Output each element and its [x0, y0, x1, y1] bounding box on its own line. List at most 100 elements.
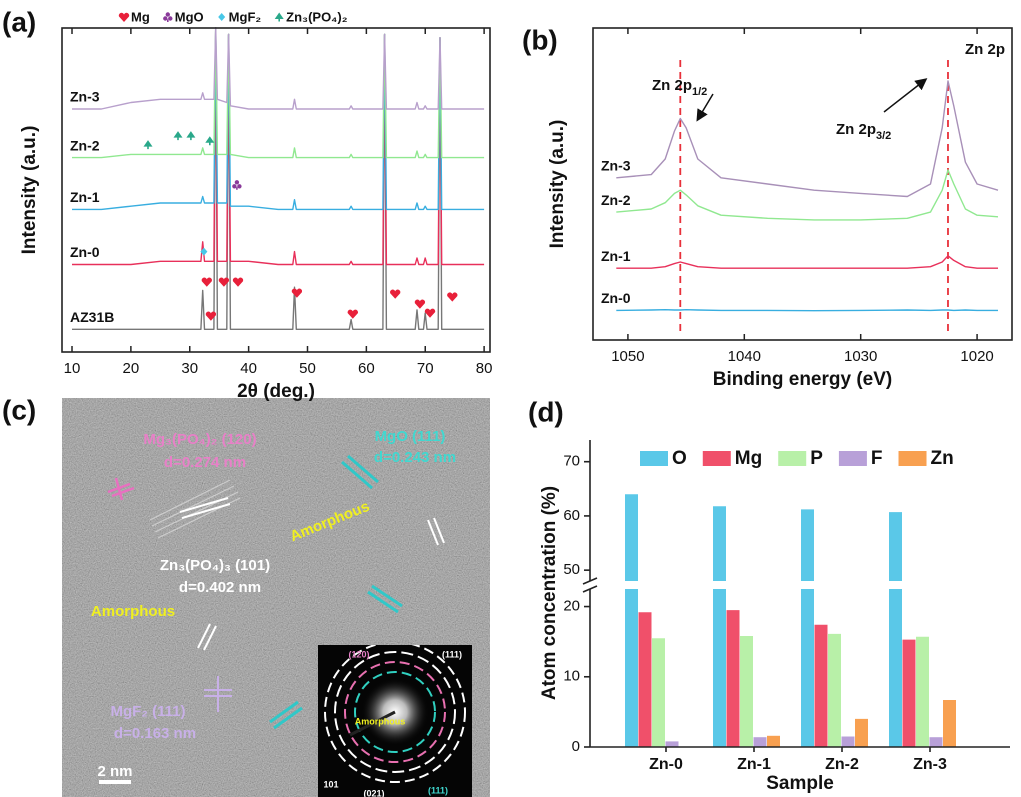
- bar: [740, 636, 753, 747]
- y-tick-label: 60: [563, 507, 580, 524]
- phase-marker: [347, 309, 358, 319]
- bar: [855, 718, 868, 747]
- series-label: Zn-0: [70, 244, 100, 260]
- x-tick-label: 1030: [844, 348, 877, 365]
- y-tick-label: 20: [563, 598, 580, 615]
- phase-marker: [218, 277, 230, 287]
- x-tick-label: 80: [476, 360, 493, 377]
- legend-swatch: [898, 451, 927, 466]
- ring: [344, 661, 446, 763]
- lilac-marker: [204, 676, 232, 712]
- panel-label: (d): [528, 396, 564, 427]
- series-label: Zn-0: [601, 290, 631, 306]
- micrograph-label: MgF₂ (111): [110, 703, 185, 720]
- inset-label: (111): [442, 649, 462, 659]
- micrograph-label: d=0.163 nm: [114, 725, 196, 742]
- bar: [841, 736, 855, 747]
- micrograph-label: d=0.243 nm: [374, 449, 456, 466]
- inset-label: 101: [323, 779, 338, 789]
- annotation-subscript: 3/2: [876, 130, 891, 142]
- bar: [801, 509, 814, 747]
- cyan-markers: [269, 454, 403, 730]
- series-label: Zn-2: [70, 137, 100, 153]
- phase-marker: [173, 131, 183, 141]
- bar: [828, 633, 841, 747]
- phase-marker: [186, 131, 196, 141]
- bar: [916, 636, 929, 747]
- bar: [638, 612, 652, 747]
- y-axis-label: Intensity (a.u.): [547, 120, 568, 249]
- x-tick-label: 70: [417, 360, 434, 377]
- spectrum-line: [72, 27, 485, 211]
- tem-image: [62, 398, 490, 797]
- x-tick-label: Zn-3: [913, 756, 947, 773]
- x-axis-label: Sample: [766, 773, 834, 794]
- chart-title: Zn 2p: [965, 41, 1005, 58]
- saed-inset: [318, 645, 472, 797]
- bar: [814, 624, 828, 747]
- bar: [929, 737, 943, 747]
- phase-marker: [291, 288, 303, 298]
- annotation-subscript: 1/2: [692, 86, 707, 98]
- spectrum-line: [72, 27, 485, 159]
- legend-label: Zn₃(PO₄)₂: [286, 9, 348, 24]
- x-tick-label: 40: [240, 360, 257, 377]
- panel-label: (c): [2, 394, 36, 425]
- micrograph-label: Zn₃(PO₄)₃ (101): [160, 557, 270, 574]
- spectrum-line: [72, 27, 485, 330]
- bar: [889, 512, 902, 747]
- y-tick-label: 50: [563, 561, 580, 578]
- beam-stop: [349, 710, 396, 737]
- bar: [902, 639, 916, 747]
- micrograph-label: 2 nm: [97, 763, 132, 780]
- legend-label: F: [871, 448, 883, 469]
- series-label: Zn-1: [601, 248, 631, 264]
- fringe-markers: [179, 497, 445, 651]
- legend-label: Zn: [931, 448, 954, 469]
- phase-marker: [447, 292, 458, 302]
- legend-swatch: [778, 451, 807, 466]
- y-axis-label: Intensity (a.u.): [19, 126, 40, 255]
- annotation-arrow: [883, 78, 928, 113]
- legend-label: MgF₂: [229, 9, 262, 24]
- micrograph-label: d=0.402 nm: [179, 579, 261, 596]
- y-tick-label: 10: [563, 668, 580, 685]
- y-tick-label: 70: [563, 453, 580, 470]
- legend-label: P: [810, 448, 823, 469]
- phase-marker: [200, 247, 208, 256]
- micrograph-label: MgO (111): [375, 428, 446, 445]
- phase-marker: [205, 136, 215, 146]
- spectrum-line: [616, 309, 998, 312]
- axis-break: [582, 577, 598, 585]
- phase-marker: [424, 308, 436, 318]
- spectrum-line: [616, 169, 999, 221]
- x-axis-label: 2θ (deg.): [237, 381, 315, 402]
- legend-symbol: [274, 12, 284, 22]
- annotation-text: Zn 2p: [836, 121, 876, 138]
- series-label: Zn-1: [70, 189, 100, 205]
- pink-marker: [107, 477, 135, 501]
- legend-label: Mg: [735, 448, 762, 469]
- panel-label: (a): [2, 6, 36, 37]
- series-label: Zn-2: [601, 192, 631, 208]
- annotation-arrow: [696, 93, 714, 122]
- bar: [652, 638, 665, 747]
- phase-marker: [390, 289, 401, 299]
- ring: [334, 651, 456, 773]
- micrograph-label: Amorphous: [91, 603, 175, 620]
- legend-symbol: [118, 12, 130, 22]
- annotation-text: Zn 2p: [652, 77, 692, 94]
- y-axis-label: Atom concentration (%): [539, 486, 560, 700]
- x-tick-label: 20: [123, 360, 140, 377]
- legend-swatch: [640, 451, 668, 466]
- bar: [713, 506, 726, 747]
- phase-marker: [232, 277, 244, 287]
- bar: [625, 494, 638, 747]
- phase-marker: [205, 311, 217, 321]
- legend-swatch: [702, 451, 731, 466]
- x-tick-label: 1050: [611, 348, 644, 365]
- micrograph-label: Mg₃(PO₄)₂ (120): [143, 431, 256, 448]
- legend-symbol: [163, 12, 173, 22]
- plot-frame: [61, 27, 491, 353]
